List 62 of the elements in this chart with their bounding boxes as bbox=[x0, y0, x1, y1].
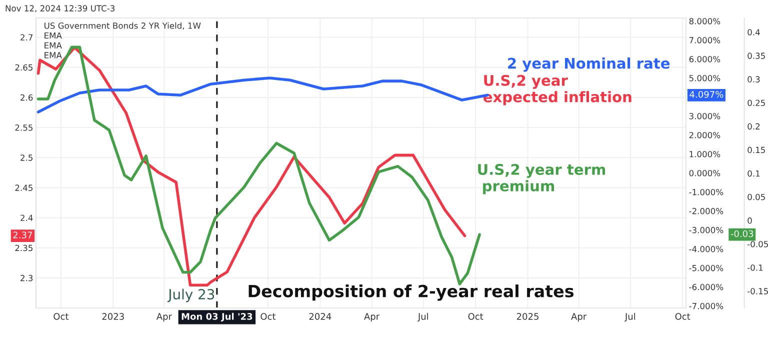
y3-tick-label: -0.1 bbox=[748, 264, 763, 271]
y3-tick-label: 0 bbox=[748, 217, 752, 224]
y2-tick-label: -7.000% bbox=[689, 302, 724, 310]
text: U.S,2 year term premium bbox=[478, 164, 606, 194]
text: 2.37 bbox=[13, 232, 32, 238]
y2-tick-label: 1.000% bbox=[690, 150, 720, 158]
y2-tick-label: -4.000% bbox=[689, 246, 724, 252]
y-tick-label: 2.65 bbox=[15, 64, 32, 71]
y2-tick-label: 5.000% bbox=[689, 74, 720, 82]
y-tick-label: 2.7 bbox=[20, 34, 33, 40]
y-tick-label: 2.35 bbox=[15, 244, 32, 252]
y3-tick-label: 0.15 bbox=[748, 146, 765, 154]
ref-line-label: July 23 bbox=[167, 288, 214, 302]
y3-tick-label: -0.05 bbox=[748, 240, 768, 248]
y2-tick-label: -5.000% bbox=[689, 264, 724, 272]
y2-tick-label: -2.000% bbox=[689, 208, 724, 214]
y3-tick-label: 0.35 bbox=[748, 52, 765, 59]
text: Nov 12, 2024 12:39 UTC-3 bbox=[6, 5, 114, 12]
y-tick-label: 2.6 bbox=[20, 94, 33, 101]
y2-tick-label: 3.000% bbox=[689, 112, 720, 120]
y2-tick-label: 6.000% bbox=[689, 56, 720, 62]
y2-tick-label: -1.000% bbox=[689, 188, 724, 196]
y3-tick-label: 0.2 bbox=[748, 123, 760, 130]
y3-tick-label: 0.4 bbox=[748, 29, 760, 36]
text: U.S,2 year expected inflation bbox=[483, 74, 632, 106]
y3-tick-label: 0.05 bbox=[748, 194, 765, 200]
y-tick-label: 2.55 bbox=[15, 124, 32, 131]
text: 2 year Nominal rate bbox=[508, 57, 670, 72]
y-tick-label: 2.4 bbox=[20, 214, 33, 221]
y2-tick-label: 2.000% bbox=[689, 132, 720, 138]
x-tick-label: 2025 bbox=[516, 313, 538, 320]
x-tick-label: Jul bbox=[417, 312, 428, 322]
annotation: EMA bbox=[44, 52, 62, 58]
x-tick-label: 2024 bbox=[309, 313, 332, 320]
text: 4.097% bbox=[690, 90, 724, 98]
y2-tick-label: 0.000% bbox=[689, 170, 720, 176]
x-tick-label: Apr bbox=[364, 313, 380, 322]
annotation: EMA bbox=[44, 42, 62, 48]
x-tick-label: Jul bbox=[624, 312, 636, 322]
x-tick-label: Mon 03 Jul '23 bbox=[182, 312, 252, 322]
x-tick-label: Apr bbox=[571, 313, 587, 322]
x-tick-label: 2023 bbox=[102, 313, 124, 320]
y-tick-label: 2.3 bbox=[20, 274, 33, 282]
text: Decomposition of 2-year real rates bbox=[248, 284, 574, 301]
y3-tick-label: -0.15 bbox=[748, 288, 768, 294]
y2-tick-label: -3.000% bbox=[689, 226, 724, 234]
y-tick-label: 2.5 bbox=[20, 154, 32, 161]
x-tick-label: Oct bbox=[468, 313, 484, 320]
x-tick-label: Oct bbox=[54, 313, 69, 320]
chart-subtitle: US Government Bonds 2 YR Yield, 1W bbox=[44, 22, 201, 30]
x-tick-label: Oct bbox=[675, 313, 690, 320]
y3-tick-label: 0.25 bbox=[748, 100, 765, 106]
y-tick-label: 2.45 bbox=[15, 184, 32, 191]
x-tick-label: Apr bbox=[156, 313, 172, 322]
annotation: EMA bbox=[44, 32, 62, 39]
y2-tick-label: 7.000% bbox=[689, 37, 720, 44]
y2-tick-label: -6.000% bbox=[689, 284, 724, 290]
y2-tick-label: 8.000% bbox=[689, 18, 720, 24]
text: -0.03 bbox=[730, 230, 754, 238]
y3-tick-label: 0.3 bbox=[748, 76, 760, 82]
y3-tick-label: 0.1 bbox=[748, 170, 760, 177]
x-tick-label: Oct bbox=[260, 313, 276, 320]
